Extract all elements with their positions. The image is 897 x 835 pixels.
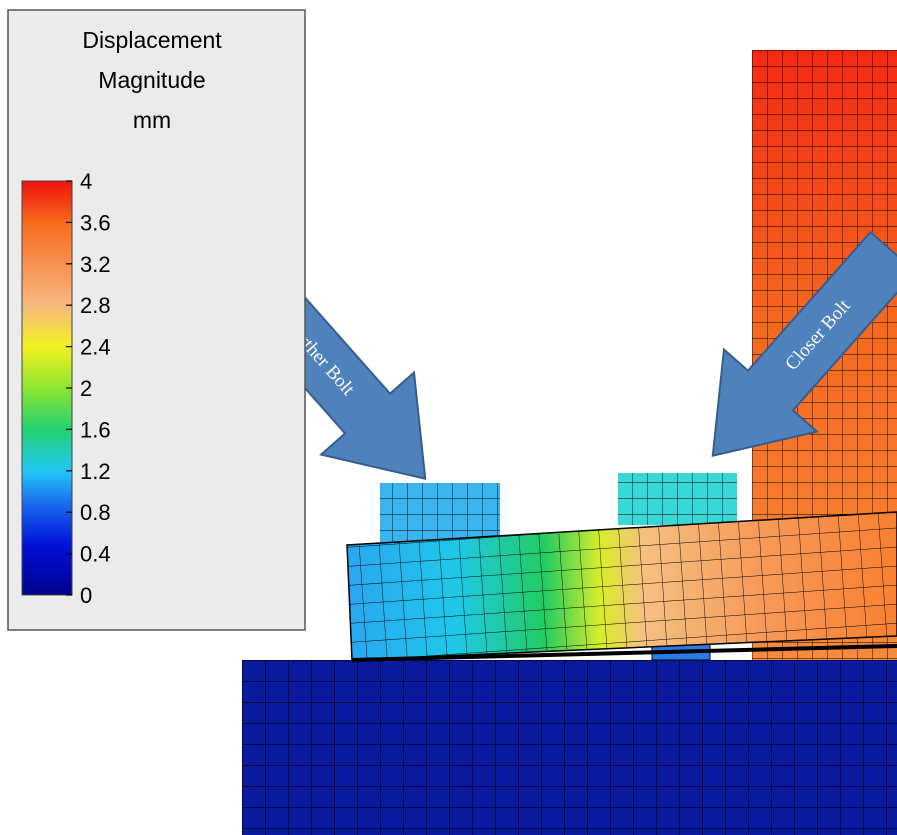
tick-label: 4 [80, 169, 92, 194]
tick-label: 2 [80, 376, 92, 401]
legend: Displacement Magnitude mm 4 3.6 3.2 2.8 2.4 2… [8, 10, 305, 630]
fea-result-view: Farther Bolt Closer Bolt Displacement Ma… [0, 0, 897, 835]
legend-title: mm [133, 107, 171, 133]
base-mesh [242, 660, 897, 835]
bolt-mesh [380, 483, 500, 543]
tick-label: 3.6 [80, 210, 111, 235]
tick-label: 0 [80, 583, 92, 608]
tick-label: 1.6 [80, 417, 111, 442]
tick-label: 2.8 [80, 293, 111, 318]
tick-label: 2.4 [80, 335, 111, 360]
color-bar [22, 181, 72, 595]
tick-label: 0.4 [80, 542, 111, 567]
bolt-mesh [618, 473, 737, 525]
tick-label: 1.2 [80, 459, 111, 484]
tick-label: 0.8 [80, 500, 111, 525]
legend-title: Magnitude [98, 67, 205, 93]
legend-title: Displacement [82, 27, 222, 53]
tick-label: 3.2 [80, 252, 111, 277]
